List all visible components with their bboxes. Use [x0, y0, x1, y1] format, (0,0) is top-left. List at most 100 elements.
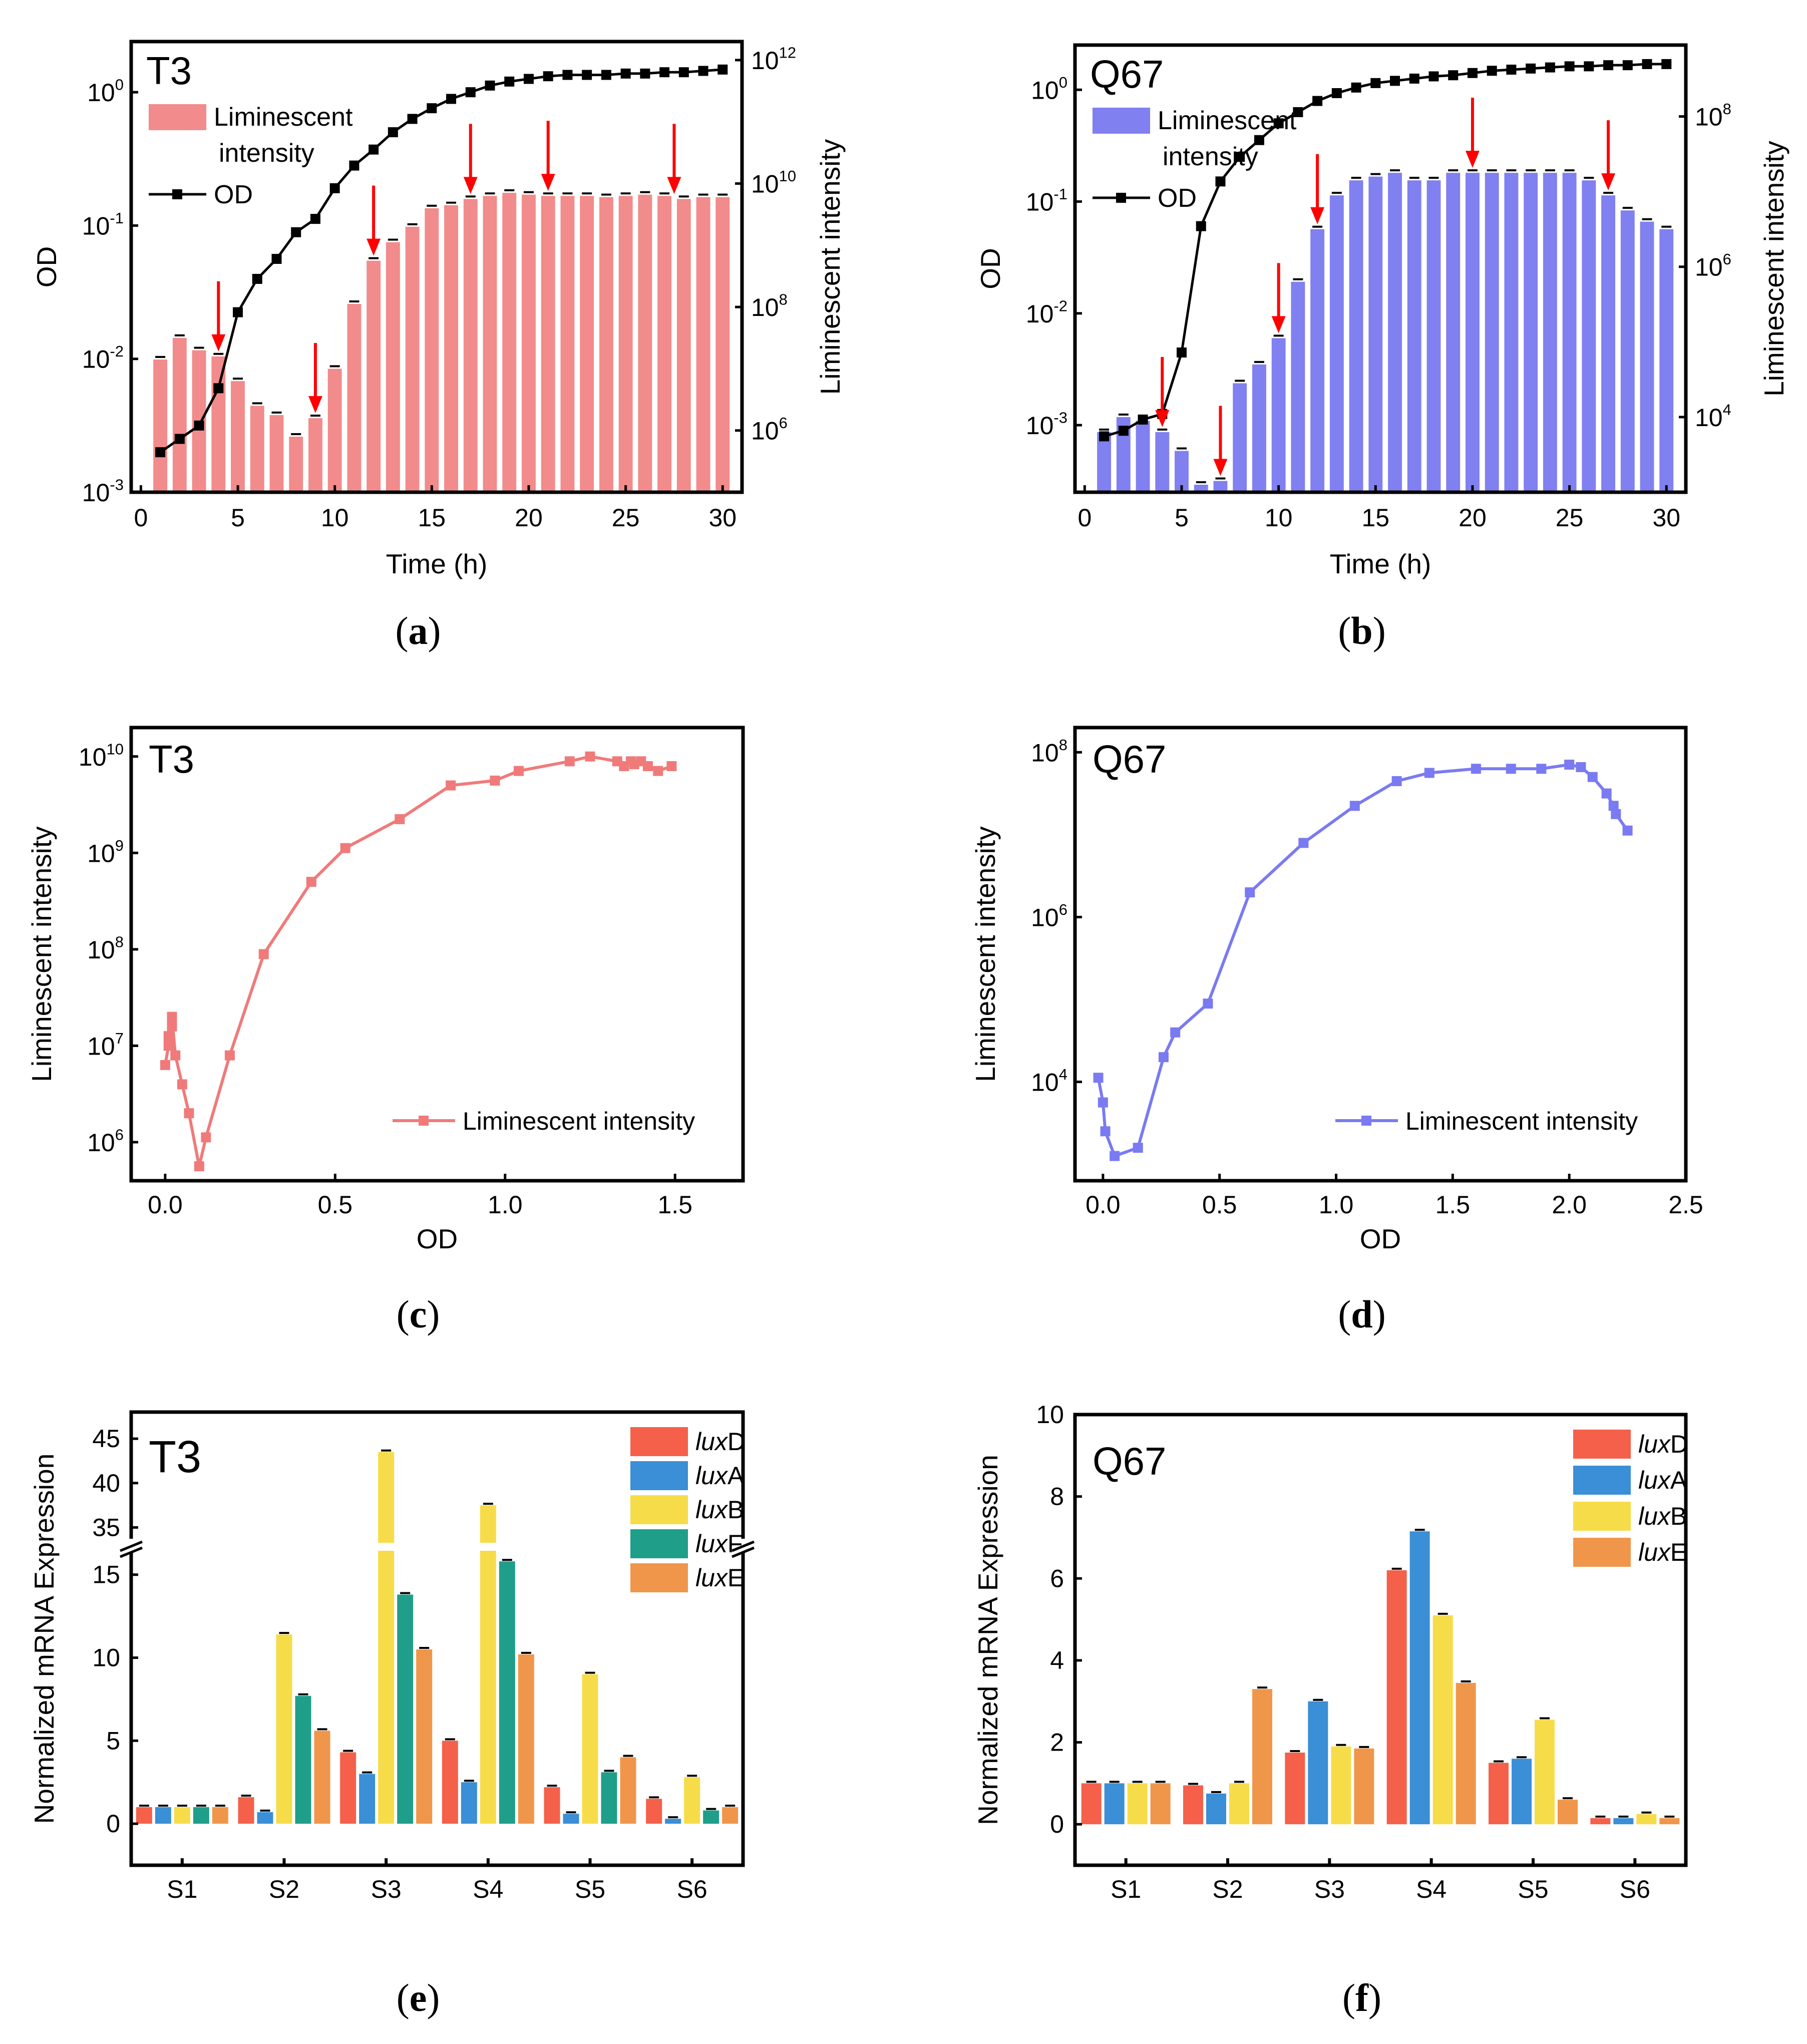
- bar: [172, 337, 187, 492]
- legend-swatch-bars: [1093, 108, 1150, 134]
- y-axis-label: Normalized mRNA Expression: [29, 1454, 60, 1824]
- y-axis-label: OD: [31, 246, 62, 288]
- x-tick-label: 25: [1556, 504, 1584, 532]
- series-point: [1133, 1143, 1143, 1153]
- bar-luxE: [212, 1807, 228, 1824]
- panel-label: Q67: [1093, 1439, 1166, 1483]
- plot-frame: [129, 1410, 745, 1867]
- plot-frame: [129, 726, 745, 1183]
- plot-frame: [1073, 726, 1688, 1183]
- x-tick-label: 30: [708, 504, 737, 532]
- bar-luxE: [1354, 1748, 1374, 1825]
- x-tick-label: 2.0: [1552, 1191, 1587, 1219]
- bar: [1620, 210, 1635, 492]
- bar: [1233, 383, 1247, 492]
- y-tick-label: 10-1: [82, 209, 124, 240]
- bar-luxD: [544, 1787, 560, 1824]
- category-label: S5: [575, 1875, 605, 1903]
- category-label: S4: [473, 1875, 503, 1903]
- bar-luxD: [1489, 1763, 1509, 1825]
- x-axis-label: OD: [417, 1223, 458, 1254]
- caption-e: (e): [396, 1976, 440, 2019]
- caption-f: (f): [1342, 1976, 1381, 2019]
- od-point: [446, 94, 457, 104]
- bar-luxD: [1285, 1753, 1305, 1825]
- y-tick-label: 15: [92, 1561, 120, 1589]
- od-point: [523, 74, 534, 84]
- y2-tick-label: 108: [1695, 100, 1731, 131]
- series-point: [1611, 809, 1621, 819]
- series-point: [167, 1011, 177, 1022]
- bar-luxB: [582, 1674, 598, 1824]
- bar: [1446, 173, 1461, 493]
- caption-d-letter: d: [1351, 1292, 1373, 1336]
- bar: [1562, 173, 1577, 493]
- legend-swatch-luxE: [630, 1563, 688, 1592]
- x-axis-label: Time (h): [386, 548, 488, 579]
- series-point: [1424, 768, 1434, 778]
- series-point: [163, 1041, 174, 1051]
- y-tick-label: 10-1: [1026, 185, 1067, 216]
- series-point: [1158, 1052, 1169, 1063]
- y-tick-label: 0: [106, 1810, 120, 1838]
- series-line: [1097, 763, 1629, 1158]
- category-label: S4: [1416, 1875, 1447, 1903]
- x-tick-label: 5: [231, 504, 245, 532]
- y-tick-label: 10: [92, 1644, 120, 1672]
- od-point: [1351, 82, 1361, 93]
- arrow-head: [1213, 459, 1228, 476]
- series-point: [306, 877, 316, 887]
- od-point: [1370, 78, 1381, 88]
- bar: [1485, 173, 1499, 493]
- od-point: [1215, 176, 1226, 187]
- od-point: [1409, 73, 1419, 84]
- bar: [1271, 338, 1286, 492]
- y2-tick-label: 104: [1695, 401, 1731, 432]
- bar-luxE: [1150, 1783, 1171, 1825]
- y-axis-label: Normalized mRNA Expression: [972, 1455, 1003, 1825]
- y-tick-label: 109: [87, 837, 124, 868]
- series-point: [642, 761, 653, 772]
- series-point: [513, 766, 524, 776]
- arrow-head: [1271, 316, 1286, 333]
- bar-luxB: [1636, 1814, 1657, 1825]
- bar-luxF: [295, 1695, 311, 1824]
- series-point: [653, 766, 663, 776]
- bar: [1136, 421, 1150, 492]
- bar: [153, 359, 168, 492]
- bar-luxB: [276, 1634, 292, 1824]
- bar-luxE: [518, 1654, 534, 1824]
- legend-swatch-luxB: [630, 1495, 688, 1524]
- bar: [1466, 173, 1480, 493]
- bar-luxB: [1229, 1783, 1249, 1825]
- y2-tick-label: 108: [751, 291, 788, 322]
- y-tick-label: 40: [92, 1469, 120, 1497]
- bar-luxA: [155, 1807, 171, 1824]
- x-axis-label: OD: [1360, 1223, 1401, 1254]
- bar: [347, 303, 362, 492]
- bar: [405, 226, 420, 492]
- legend-swatch-luxA: [1573, 1466, 1631, 1495]
- bar-luxB: [1331, 1746, 1351, 1825]
- bar: [483, 196, 497, 492]
- od-point: [659, 67, 670, 78]
- bar-luxD: [1183, 1785, 1203, 1825]
- series-point: [1298, 838, 1309, 848]
- bar-luxA: [1308, 1701, 1328, 1825]
- bar-luxA: [563, 1814, 579, 1824]
- od-point: [1390, 76, 1400, 86]
- x-tick-label: 0.5: [1202, 1191, 1237, 1219]
- bar-luxA: [1512, 1759, 1532, 1825]
- od-point: [601, 70, 611, 80]
- series-point: [1093, 1073, 1104, 1083]
- plot-frame: [1073, 43, 1688, 494]
- caption-f-letter: f: [1355, 1976, 1368, 2019]
- legend-marker-od: [1116, 193, 1126, 203]
- od-point: [349, 160, 359, 171]
- axis-break-mark: [120, 1546, 143, 1558]
- bar-luxD: [1386, 1570, 1407, 1825]
- legend-od-label: OD: [1158, 184, 1197, 213]
- legend-marker: [1361, 1116, 1371, 1126]
- bar: [1543, 173, 1557, 493]
- y-tick-label: 10-3: [1026, 409, 1067, 440]
